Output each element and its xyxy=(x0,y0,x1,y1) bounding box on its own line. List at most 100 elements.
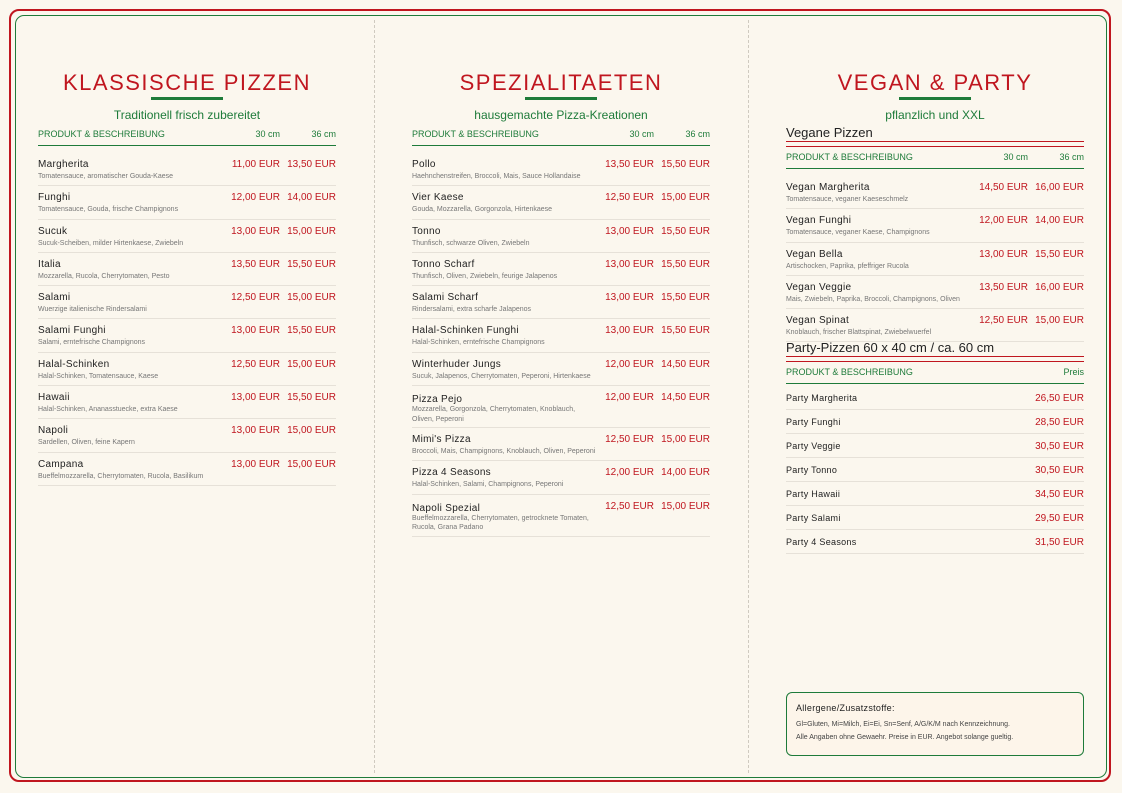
price-30cm: 13,00 EUR xyxy=(605,258,654,270)
party-item: Party Salami 29,50 EUR xyxy=(786,506,1084,530)
item-description: Bueffelmozzarella, Cherrytomaten, Rucola… xyxy=(38,472,204,480)
price-36cm: 14,00 EUR xyxy=(287,192,336,204)
item-name: Salami xyxy=(38,292,71,304)
menu-item: Pizza Pejo Mozzarella, Gorgonzola, Cherry… xyxy=(412,386,710,429)
item-description: Sucuk, Jalapenos, Cherrytomaten, Peperon… xyxy=(412,372,591,380)
price-36cm: 14,00 EUR xyxy=(661,467,710,479)
header-product: PRODUKT & BESCHREIBUNG xyxy=(38,129,165,139)
menu-item: Campana Bueffelmozzarella, Cherrytomaten,… xyxy=(38,453,336,486)
price-30cm: 13,00 EUR xyxy=(605,292,654,304)
menu-item: Winterhuder Jungs Sucuk, Jalapenos, Cherr… xyxy=(412,353,710,387)
item-description: Gouda, Mozzarella, Gorgonzola, Hirtenkae… xyxy=(412,206,553,214)
price-36cm: 16,00 EUR xyxy=(1035,182,1084,193)
item-description: Haehnchenstreifen, Broccoli, Mais, Sauce… xyxy=(412,173,581,180)
item-name: Napoli xyxy=(38,425,69,437)
price-36cm: 15,50 EUR xyxy=(661,225,710,237)
price-30cm: 13,00 EUR xyxy=(231,425,280,437)
item-description: Halal-Schinken, Tomatensauce, Kaese xyxy=(38,372,159,380)
item-name: Halal-Schinken xyxy=(38,358,110,370)
item-description: Salami, erntefrische Champignons xyxy=(38,339,145,347)
menu-item: Vegan Margherita Tomatensauce, veganer Ka… xyxy=(786,176,1084,210)
item-name: Vegan Spinat xyxy=(786,315,850,327)
price-36cm: 15,50 EUR xyxy=(661,258,710,270)
price-30cm: 12,00 EUR xyxy=(605,467,654,479)
header-product: PRODUKT & BESCHREIBUNG xyxy=(412,129,539,139)
price-36cm: 15,50 EUR xyxy=(1035,248,1084,260)
menu-item: Napoli Sardellen, Oliven, feine Kapern 13,… xyxy=(38,419,336,453)
menu-item: Halal-Schinken Funghi Halal-Schinken, ern… xyxy=(412,319,710,353)
item-name: Napoli Spezial xyxy=(412,502,481,514)
allergen-box: Allergene/Zusatzstoffe: Gl=Gluten, Mi=Mi… xyxy=(786,692,1084,756)
item-name: Sucuk xyxy=(38,225,68,237)
header-30cm: 30 cm xyxy=(255,129,280,139)
price-30cm: 13,50 EUR xyxy=(231,258,280,270)
item-name: Tonno xyxy=(412,225,441,237)
column-divider xyxy=(374,20,375,773)
price-30cm: 13,50 EUR xyxy=(605,159,654,170)
title-underline xyxy=(151,97,223,100)
item-name: Salami Scharf xyxy=(412,292,479,304)
party-price: 30,50 EUR xyxy=(1035,465,1084,476)
item-name: Mimi's Pizza xyxy=(412,434,471,446)
price-36cm: 15,00 EUR xyxy=(287,458,336,470)
allergen-legend: Gl=Gluten, Mi=Milch, Ei=Ei, Sn=Senf, A/G… xyxy=(796,721,1011,728)
column-subtitle: pflanzlich und XXL xyxy=(885,108,985,122)
item-name: Pizza 4 Seasons xyxy=(412,467,491,479)
item-name: Tonno Scharf xyxy=(412,258,475,270)
party-price: 34,50 EUR xyxy=(1035,489,1084,500)
item-name: Funghi xyxy=(38,192,71,204)
item-name: Vier Kaese xyxy=(412,192,464,204)
price-30cm: 11,00 EUR xyxy=(231,159,280,170)
item-description: Sucuk-Scheiben, milder Hirtenkaese, Zwie… xyxy=(38,239,184,247)
price-30cm: 12,00 EUR xyxy=(605,392,654,404)
header-product: PRODUKT & BESCHREIBUNG xyxy=(786,367,913,377)
party-item: Party Funghi 28,50 EUR xyxy=(786,410,1084,434)
price-36cm: 15,00 EUR xyxy=(287,225,336,237)
price-36cm: 14,50 EUR xyxy=(661,392,710,404)
vegan-table-header: PRODUKT & BESCHREIBUNG 30 cm 36 cm xyxy=(786,152,1084,169)
menu-item: Pizza 4 Seasons Halal-Schinken, Salami, C… xyxy=(412,461,710,495)
party-price: 29,50 EUR xyxy=(1035,513,1084,524)
price-30cm: 12,50 EUR xyxy=(605,500,654,512)
price-36cm: 15,00 EUR xyxy=(1035,315,1084,327)
party-item: Party Margherita 26,50 EUR xyxy=(786,386,1084,410)
item-description: Tomatensauce, Gouda, frische Champignons xyxy=(38,206,179,214)
header-product: PRODUKT & BESCHREIBUNG xyxy=(786,152,913,162)
menu-item: Hawaii Halal-Schinken, Ananasstuecke, ext… xyxy=(38,386,336,420)
item-description: Halal-Schinken, Ananasstuecke, extra Kae… xyxy=(38,406,178,414)
item-description: Halal-Schinken, erntefrische Champignons xyxy=(412,339,545,347)
item-name: Pollo xyxy=(412,159,436,170)
price-30cm: 12,50 EUR xyxy=(605,434,654,446)
column-spezialitaeten: SPEZIALITAETEN hausgemachte Pizza-Kreati… xyxy=(412,0,710,793)
price-30cm: 13,00 EUR xyxy=(605,325,654,337)
price-36cm: 15,50 EUR xyxy=(287,325,336,337)
menu-item: Tonno Scharf Thunfisch, Oliven, Zwiebeln,… xyxy=(412,253,710,287)
party-item: Party Hawaii 34,50 EUR xyxy=(786,482,1084,506)
price-36cm: 15,00 EUR xyxy=(661,434,710,446)
item-name: Campana xyxy=(38,458,84,470)
price-30cm: 12,00 EUR xyxy=(979,215,1028,227)
price-30cm: 13,00 EUR xyxy=(231,392,280,404)
item-name: Vegan Funghi xyxy=(786,215,852,227)
party-list: Party Margherita 26,50 EUR Party Funghi 28,… xyxy=(786,386,1084,554)
menu-item: Vier Kaese Gouda, Mozzarella, Gorgonzola,… xyxy=(412,186,710,220)
price-30cm: 12,00 EUR xyxy=(605,358,654,370)
title-underline xyxy=(525,97,597,100)
item-name: Party 4 Seasons xyxy=(786,537,857,547)
menu-item: Salami Wuerzige italienische Rindersalami… xyxy=(38,286,336,320)
item-name: Italia xyxy=(38,258,61,270)
menu-item: Napoli Spezial Bueffelmozzarella, Cherryt… xyxy=(412,495,710,537)
title-underline xyxy=(899,97,971,100)
party-item: Party 4 Seasons 31,50 EUR xyxy=(786,530,1084,554)
item-description: Tomatensauce, veganer Kaese, Champignons xyxy=(786,229,930,237)
price-30cm: 12,50 EUR xyxy=(231,358,280,370)
party-item: Party Veggie 30,50 EUR xyxy=(786,434,1084,458)
item-name: Vegan Margherita xyxy=(786,182,870,193)
section-rule xyxy=(786,141,1084,147)
item-description: Mais, Zwiebeln, Paprika, Broccoli, Champ… xyxy=(786,295,960,303)
price-30cm: 13,00 EUR xyxy=(605,225,654,237)
column-title: VEGAN & PARTY xyxy=(837,70,1033,95)
menu-item: Vegan Veggie Mais, Zwiebeln, Paprika, Bro… xyxy=(786,276,1084,310)
price-30cm: 13,50 EUR xyxy=(979,281,1028,293)
item-name: Halal-Schinken Funghi xyxy=(412,325,519,337)
